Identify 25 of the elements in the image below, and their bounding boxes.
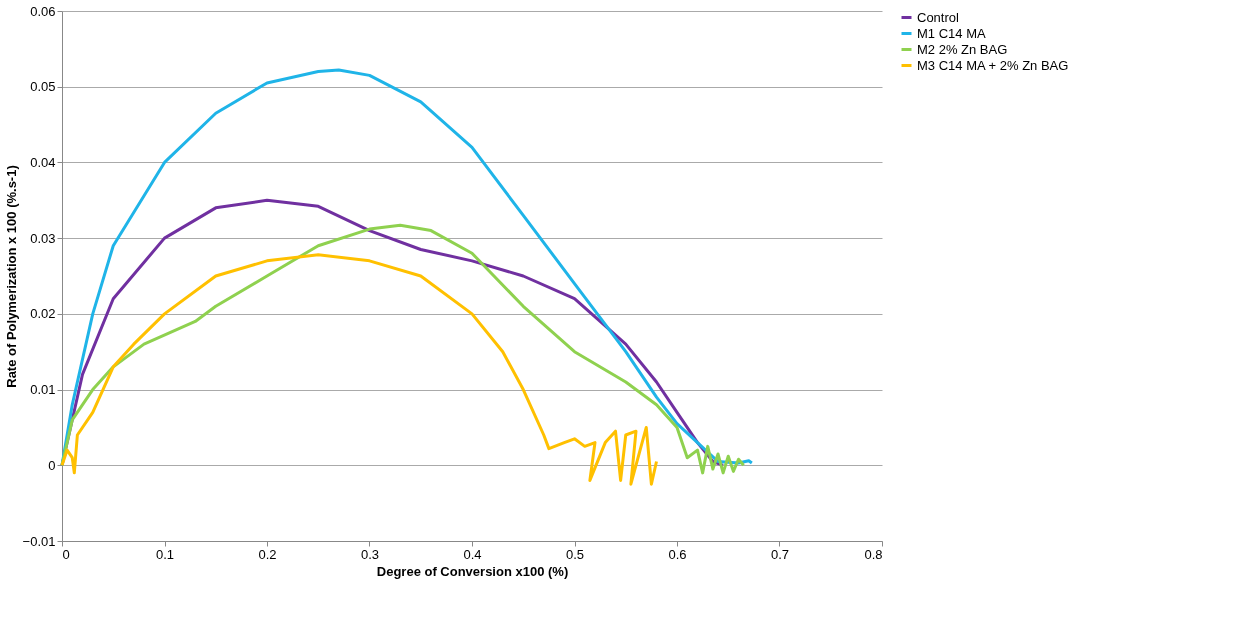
y-tick-label: 0 (48, 457, 56, 473)
y-tick-label: 0.04 (30, 154, 56, 170)
x-tick-label: 0.1 (155, 546, 175, 562)
x-tick-label: 0 (62, 546, 70, 562)
legend-label: M2 2% Zn BAG (917, 41, 1008, 57)
x-tick-label: 0.7 (770, 546, 790, 562)
y-tick-label: 0.03 (30, 230, 56, 246)
y-tick-label: −0.01 (22, 533, 56, 549)
x-tick-label: 0.6 (668, 546, 687, 562)
y-tick-label: 0.02 (30, 306, 56, 322)
y-tick-label: 0.01 (30, 382, 56, 398)
x-tick-label: 0.4 (463, 546, 482, 562)
x-axis-title: Degree of Conversion x100 (%) (376, 563, 569, 579)
y-tick-label: 0.05 (30, 79, 56, 95)
legend-label: Control (917, 9, 960, 25)
x-tick-label: 0.2 (258, 546, 277, 562)
line-series (60, 68, 754, 467)
x-tick-label: 0.8 (864, 546, 883, 562)
y-axis-title: Rate of Polymerization x 100 (%.s-1) (3, 165, 19, 388)
line-series (60, 253, 658, 486)
y-tick-label: 0.06 (30, 3, 56, 19)
legend-label: M3 C14 MA + 2% Zn BAG (917, 57, 1069, 73)
x-tick-label: 0.3 (360, 546, 380, 562)
legend-label: M1 C14 MA (917, 25, 986, 41)
x-tick-label: 0.5 (565, 546, 585, 562)
